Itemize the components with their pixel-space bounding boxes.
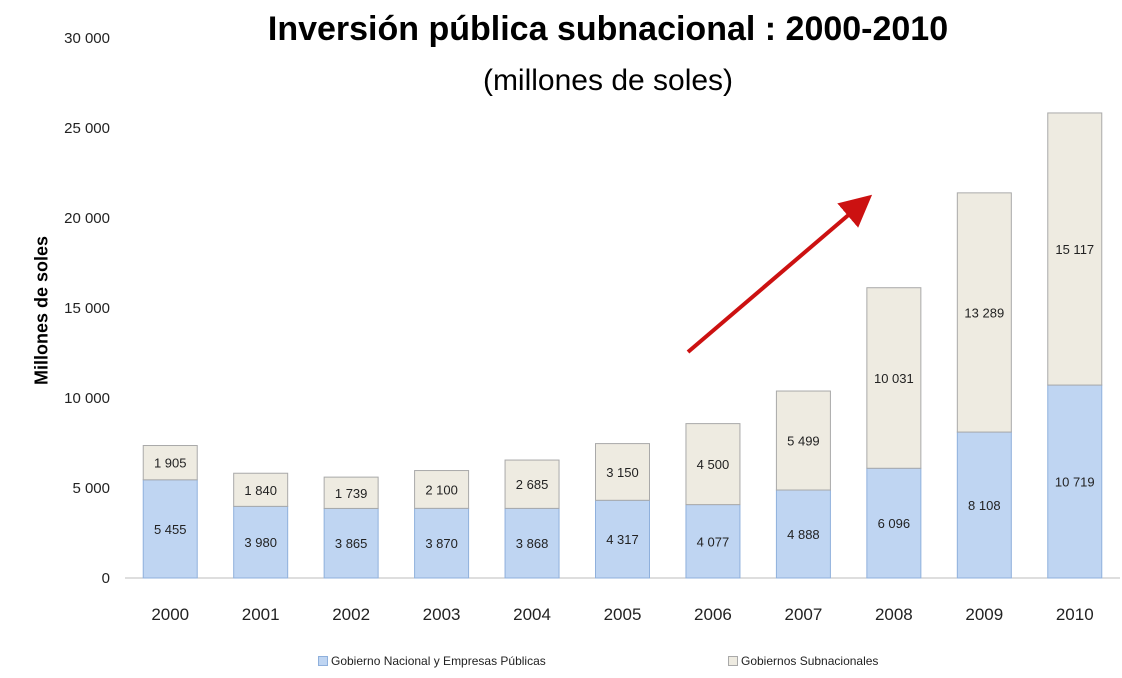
legend-swatch-subnacional xyxy=(728,656,738,666)
data-label-nacional-2001: 3 980 xyxy=(244,535,277,550)
data-label-nacional-2009: 8 108 xyxy=(968,498,1001,513)
chart-subtitle: (millones de soles) xyxy=(482,64,734,97)
bar-nacional-2003 xyxy=(414,507,470,579)
bar-nacional-2000 xyxy=(142,479,198,579)
legend-label-subnacional: Gobiernos Subnacionales xyxy=(741,654,879,668)
x-tick-label-2005: 2005 xyxy=(604,605,642,624)
bar-subnacional-2000 xyxy=(142,445,198,481)
legend-item-nacional: Gobierno Nacional y Empresas Públicas xyxy=(318,654,546,668)
data-label-nacional-2006: 4 077 xyxy=(697,534,730,549)
data-label-subnacional-2003: 2 100 xyxy=(425,482,458,497)
data-label-subnacional-2009: 13 289 xyxy=(964,305,1004,320)
y-tick-label: 0 xyxy=(102,570,110,587)
bar-nacional-2007 xyxy=(775,489,831,579)
bar-subnacional-2010 xyxy=(1047,112,1103,386)
x-tick-label-2007: 2007 xyxy=(784,605,822,624)
y-tick-label: 5 000 xyxy=(72,480,110,497)
data-label-nacional-2008: 6 096 xyxy=(878,516,911,531)
bar-subnacional-2005 xyxy=(595,443,650,501)
data-label-subnacional-2001: 1 840 xyxy=(244,483,277,498)
x-tick-label-2001: 2001 xyxy=(242,605,280,624)
x-tick-label-2008: 2008 xyxy=(875,605,913,624)
legend-label-nacional: Gobierno Nacional y Empresas Públicas xyxy=(331,654,546,668)
x-tick-label-2009: 2009 xyxy=(965,605,1003,624)
y-tick-label: 20 000 xyxy=(64,210,110,227)
y-tick-label: 10 000 xyxy=(64,390,110,407)
y-tick-label: 30 000 xyxy=(64,30,110,47)
data-label-subnacional-2010: 15 117 xyxy=(1055,242,1094,257)
bar-subnacional-2002 xyxy=(323,476,379,509)
data-label-subnacional-2000: 1 905 xyxy=(154,456,187,471)
data-label-subnacional-2002: 1 739 xyxy=(335,486,368,501)
x-tick-label-2004: 2004 xyxy=(513,605,551,624)
bar-subnacional-2007 xyxy=(775,390,831,491)
legend-item-subnacional: Gobiernos Subnacionales xyxy=(728,654,878,668)
bar-nacional-2006 xyxy=(685,504,741,579)
data-label-subnacional-2005: 3 150 xyxy=(606,465,639,480)
bar-subnacional-2006 xyxy=(685,423,741,506)
chart-title: Inversión pública subnacional : 2000-201… xyxy=(267,10,949,48)
bar-nacional-2005 xyxy=(595,499,650,579)
bar-subnacional-2008 xyxy=(866,287,922,469)
data-label-subnacional-2004: 2 685 xyxy=(516,477,549,492)
data-label-nacional-2007: 4 888 xyxy=(787,527,820,542)
x-tick-label-2006: 2006 xyxy=(694,605,732,624)
data-label-nacional-2000: 5 455 xyxy=(154,522,187,537)
data-label-nacional-2003: 3 870 xyxy=(425,536,458,551)
trend-arrow xyxy=(686,194,873,354)
y-axis-label: Millones de soles xyxy=(31,235,52,386)
data-label-subnacional-2008: 10 031 xyxy=(874,371,914,386)
bar-nacional-2010 xyxy=(1047,384,1103,579)
bar-subnacional-2004 xyxy=(504,459,560,509)
bar-nacional-2009 xyxy=(956,431,1012,579)
data-label-subnacional-2007: 5 499 xyxy=(787,434,820,449)
x-tick-label-2003: 2003 xyxy=(423,605,461,624)
bar-subnacional-2003 xyxy=(414,470,470,509)
bar-subnacional-2001 xyxy=(233,472,289,507)
x-tick-label-2010: 2010 xyxy=(1056,605,1094,624)
data-label-subnacional-2006: 4 500 xyxy=(697,457,730,472)
data-label-nacional-2010: 10 719 xyxy=(1055,475,1095,490)
y-tick-label: 25 000 xyxy=(64,120,110,137)
data-label-nacional-2002: 3 865 xyxy=(335,536,368,551)
legend-swatch-nacional xyxy=(318,656,328,666)
bar-subnacional-2009 xyxy=(956,192,1012,433)
bar-nacional-2008 xyxy=(866,467,922,579)
data-label-nacional-2005: 4 317 xyxy=(606,532,639,547)
x-tick-label-2002: 2002 xyxy=(332,605,370,624)
x-tick-label-2000: 2000 xyxy=(151,605,189,624)
data-label-nacional-2004: 3 868 xyxy=(516,536,549,551)
bar-nacional-2004 xyxy=(504,507,560,579)
y-tick-label: 15 000 xyxy=(64,300,110,317)
bar-nacional-2002 xyxy=(323,507,379,579)
